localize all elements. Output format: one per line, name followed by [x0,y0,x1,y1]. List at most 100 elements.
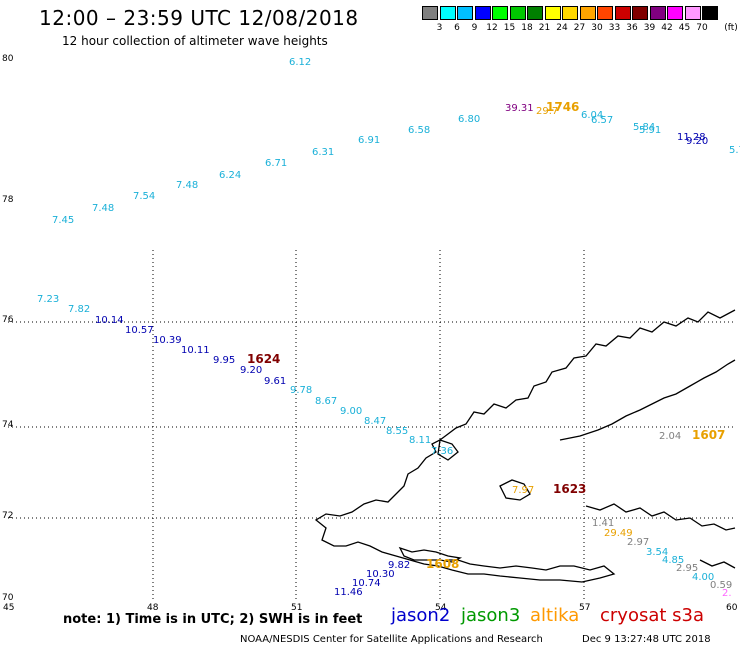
wave-height-value: 7.45 [52,215,74,226]
wave-height-value: 10.30 [366,569,395,580]
scale-label: 6 [454,23,460,33]
scale-swatch [439,6,456,20]
scale-swatch [649,6,666,20]
wave-height-value: 4.00 [692,572,714,583]
lat-label-72: 72 [2,511,13,521]
wave-height-value: 6.04 [581,110,603,121]
wave-height-value: 2. [722,588,732,599]
lat-label-74: 74 [2,420,14,430]
pass-time-label: 1623 [553,482,586,496]
axis-labels: 80 78 76 74 72 70 45 48 51 54 57 60 [2,54,738,613]
pass-time-label: 1608 [426,557,459,571]
wave-height-value: 9.78 [290,385,312,396]
wave-height-value: 7.54 [133,191,155,202]
wave-height-value: 8.55 [386,426,408,437]
lon-label-45: 45 [3,603,14,613]
scale-swatch [492,6,508,20]
wave-height-value: 6.91 [358,135,380,146]
scale-swatch [597,6,613,20]
scale-label: 12 [486,23,498,33]
wave-height-value: 9.61 [264,376,286,387]
wave-height-value: 9.95 [213,355,235,366]
scale-label: 33 [608,23,621,33]
lon-label-48: 48 [147,603,159,613]
page-subtitle: 12 hour collection of altimeter wave hei… [62,34,328,48]
scale-swatch [614,6,631,20]
wave-height-value: 2.95 [676,563,698,574]
scale-label: 30 [591,23,603,33]
wave-height-value: 10.74 [352,578,381,589]
wave-height-value: 6.31 [312,147,334,158]
satellite-legend-cryosat-s3a: cryosat s3a [600,605,705,626]
lon-label-54: 54 [435,603,447,613]
lon-label-57: 57 [579,603,590,613]
wave-height-value: 7.23 [37,294,59,305]
wave-height-value: 9.82 [388,560,410,571]
wave-height-value: 0.59 [710,580,732,591]
scale-label: 27 [573,23,586,33]
scale-swatch [509,6,526,20]
lon-label-51: 51 [291,603,302,613]
wave-height-value: 7.48 [176,180,198,191]
wave-height-value: 29.7 [536,106,558,117]
wave-height-value: 6.24 [219,170,241,181]
wave-height-value: 4.85 [662,555,684,566]
wave-height-value: 6.80 [458,114,480,125]
wave-height-value: 11.28 [677,132,706,143]
wave-height-value: 8.11 [409,435,431,446]
wave-height-value: 5.84 [633,122,655,133]
wave-height-value: 5.91 [639,125,661,136]
satellite-legend-jason2: jason2 [391,605,451,626]
scale-swatch [702,6,718,20]
scale-label: 42 [661,23,673,33]
wave-height-value: 2.97 [627,537,649,548]
pass-time-label: 1746 [546,100,579,114]
page-title: 12:00 – 23:59 UTC 12/08/2018 [39,6,359,30]
lat-label-76: 76 [2,315,14,325]
scale-swatch [527,6,543,20]
scale-label: 36 [626,23,638,33]
wave-height-value: 2.04 [659,431,681,442]
wave-height-value: 11.46 [334,587,363,598]
scale-label: 3 [436,23,443,33]
wave-height-observations: 6.12 7.45 7.48 7.54 7.48 6.24 6.71 6.31 6.91 6.58… [37,57,740,599]
wave-height-value: 9.20 [686,136,708,147]
lat-label-70: 70 [2,593,14,603]
scale-label: 45 [678,23,691,33]
satellite-legend-altika: altika [530,605,580,626]
wave-height-value: 7.36 [431,446,453,457]
note-text: note: 1) Time is in UTC; 2) SWH is in fe… [63,612,363,627]
wave-height-value: 6.58 [408,125,430,136]
wave-height-value: 6.57 [591,115,613,126]
pass-time-label: 1624 [247,352,280,366]
lat-label-80: 80 [2,54,14,64]
wave-height-value: 6.12 [289,57,311,68]
wave-height-value: 7.97 [512,485,534,496]
wave-height-value: 1.41 [592,518,614,529]
scale-swatch [632,6,648,20]
scale-label: 21 [538,23,551,33]
pass-time-label: 1607 [692,428,725,442]
coastline [314,309,736,583]
satellite-legend-jason3: jason3 [461,605,521,626]
wave-height-value: 9.20 [240,365,262,376]
scale-label: 9 [471,23,478,33]
wave-height-value: 9.00 [340,406,362,417]
scale-unit: (ft) [724,23,738,33]
wave-height-value: 7.48 [92,203,114,214]
wave-height-value: 29.49 [604,528,633,539]
wave-height-value: 10.39 [153,335,182,346]
scale-label: 24 [556,23,568,33]
scale-swatch [562,6,578,20]
scale-label: 15 [503,23,516,33]
wave-height-value: 8.67 [315,396,337,407]
wave-height-value: 10.14 [95,315,124,326]
wave-height-value: 10.57 [125,325,154,336]
footer-timestamp: Dec 9 13:27:48 UTC 2018 [582,634,711,645]
scale-label: 18 [521,23,533,33]
wave-height-value: 39.31 [505,103,534,114]
wave-height-value: 3.54 [646,547,668,558]
lat-label-78: 78 [2,195,14,205]
footer-credit: NOAA/NESDIS Center for Satellite Applica… [240,634,543,645]
